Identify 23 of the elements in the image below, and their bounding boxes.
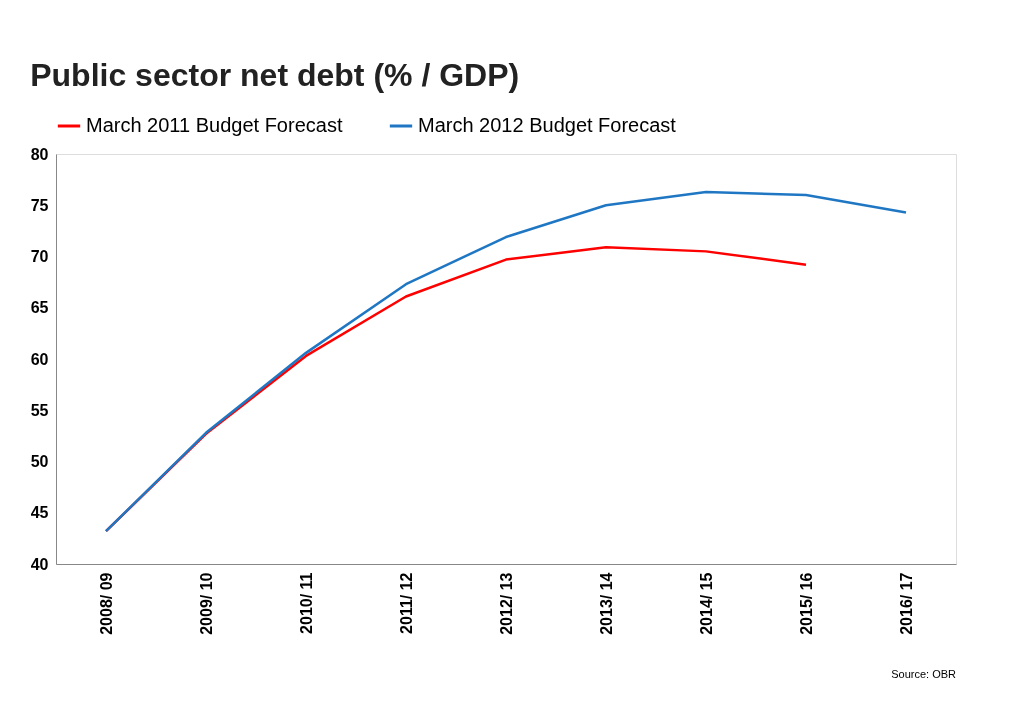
y-tick-label: 70 [30,248,49,265]
x-tick-label: 2016/ 17 [897,572,915,635]
y-tick-label: 55 [30,401,49,419]
chart-title: Public sector net debt (% / GDP) [30,57,520,93]
y-tick-label: 40 [30,555,49,573]
y-tick-label: 45 [30,504,49,522]
legend-label: March 2011 Budget Forecast [86,114,343,136]
x-tick-label: 2010/ 11 [297,572,315,634]
x-tick-label: 2009/ 10 [197,572,215,635]
source-note: Source: OBR [891,668,957,680]
x-tick-label: 2015/ 16 [797,572,815,635]
x-tick-label: 2013/ 14 [597,572,615,635]
y-tick-label: 60 [30,350,49,368]
x-tick-label: 2014/ 15 [697,572,715,635]
line-series [104,190,908,533]
y-tick-label: 75 [30,196,49,214]
y-tick-label: 80 [30,145,49,163]
legend-label: March 2012 Budget Forecast [418,114,677,136]
x-tick-label: 2012/ 13 [497,572,515,635]
x-tick-label: 2011/ 12 [397,572,415,634]
y-tick-label: 65 [30,299,49,317]
x-tick-label: 2008/ 09 [97,572,115,635]
y-tick-label: 50 [30,453,49,470]
